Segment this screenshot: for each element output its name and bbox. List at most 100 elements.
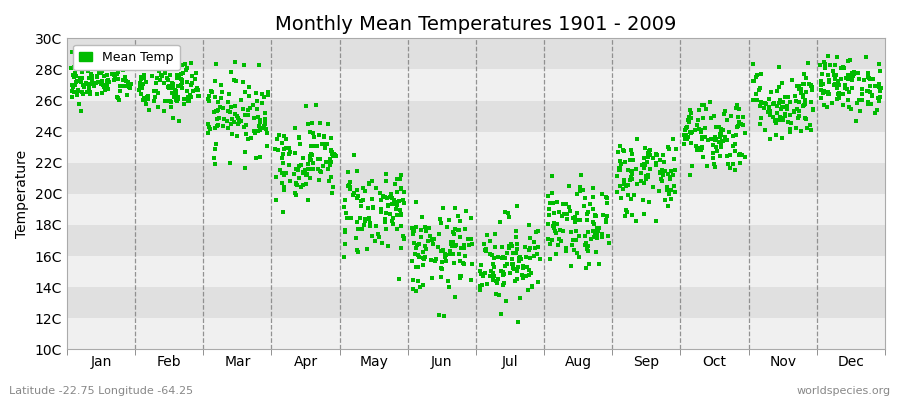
Point — [529, 229, 544, 236]
Point — [735, 152, 750, 158]
Point — [667, 156, 681, 163]
Point — [788, 109, 802, 115]
Point — [343, 186, 357, 193]
Point — [599, 217, 614, 223]
Point — [305, 152, 320, 158]
Point — [494, 311, 508, 318]
Point — [791, 114, 806, 121]
Point — [766, 114, 780, 120]
Point — [588, 212, 602, 218]
Point — [184, 94, 198, 101]
Point — [271, 147, 285, 153]
Point — [664, 187, 679, 193]
Point — [221, 91, 236, 97]
Point — [101, 86, 115, 92]
Point — [873, 94, 887, 100]
Point — [713, 153, 727, 159]
Point — [814, 79, 828, 86]
Point — [579, 265, 593, 271]
Point — [723, 165, 737, 172]
Point — [696, 154, 710, 160]
Point — [729, 105, 743, 112]
Point — [720, 153, 734, 159]
Point — [753, 70, 768, 77]
Point — [543, 241, 557, 247]
Point — [295, 154, 310, 161]
Point — [644, 152, 658, 158]
Point — [640, 154, 654, 161]
Point — [630, 180, 644, 187]
Point — [600, 200, 615, 206]
Point — [141, 52, 156, 58]
Point — [559, 248, 573, 254]
Point — [522, 255, 536, 261]
Point — [600, 232, 615, 239]
Point — [757, 105, 771, 111]
Point — [70, 88, 85, 94]
Point — [90, 91, 104, 98]
Point — [860, 99, 875, 106]
Point — [154, 72, 168, 78]
Point — [626, 157, 640, 163]
Point — [74, 79, 88, 85]
Point — [568, 214, 582, 220]
Point — [73, 75, 87, 82]
Point — [68, 74, 82, 80]
Point — [170, 71, 184, 78]
Point — [618, 206, 633, 213]
Point — [796, 71, 811, 78]
Point — [368, 238, 382, 244]
Point — [68, 73, 83, 79]
Point — [306, 160, 320, 166]
Point — [727, 148, 742, 154]
Point — [542, 206, 556, 212]
Point — [618, 159, 633, 165]
Point — [832, 90, 846, 97]
Point — [523, 245, 537, 251]
Point — [655, 152, 670, 158]
Point — [122, 85, 137, 91]
Point — [191, 93, 205, 99]
Point — [500, 210, 515, 216]
Point — [746, 61, 760, 68]
Point — [829, 72, 843, 79]
Point — [314, 169, 328, 176]
Point — [827, 82, 842, 88]
Point — [757, 104, 771, 111]
Point — [818, 65, 832, 72]
Point — [385, 218, 400, 224]
Point — [76, 82, 91, 88]
Point — [354, 203, 368, 210]
Point — [133, 76, 148, 82]
Point — [873, 68, 887, 74]
Point — [821, 88, 835, 95]
Point — [792, 83, 806, 89]
Point — [176, 100, 191, 107]
Point — [663, 168, 678, 174]
Point — [324, 190, 338, 196]
Point — [553, 208, 567, 215]
Point — [842, 74, 857, 80]
Point — [695, 102, 709, 108]
Point — [712, 138, 726, 145]
Point — [601, 240, 616, 246]
Point — [418, 254, 433, 261]
Point — [426, 240, 440, 247]
Point — [546, 210, 561, 216]
Point — [269, 197, 284, 204]
Point — [133, 84, 148, 90]
Point — [492, 291, 507, 298]
Point — [580, 228, 595, 235]
Point — [210, 108, 224, 114]
Point — [550, 199, 564, 205]
Point — [563, 229, 578, 236]
Point — [832, 82, 847, 88]
Point — [775, 115, 789, 121]
Point — [438, 257, 453, 264]
Point — [75, 108, 89, 114]
Point — [541, 192, 555, 199]
Point — [81, 80, 95, 87]
Point — [406, 227, 420, 234]
Point — [435, 266, 449, 273]
Point — [344, 215, 358, 222]
